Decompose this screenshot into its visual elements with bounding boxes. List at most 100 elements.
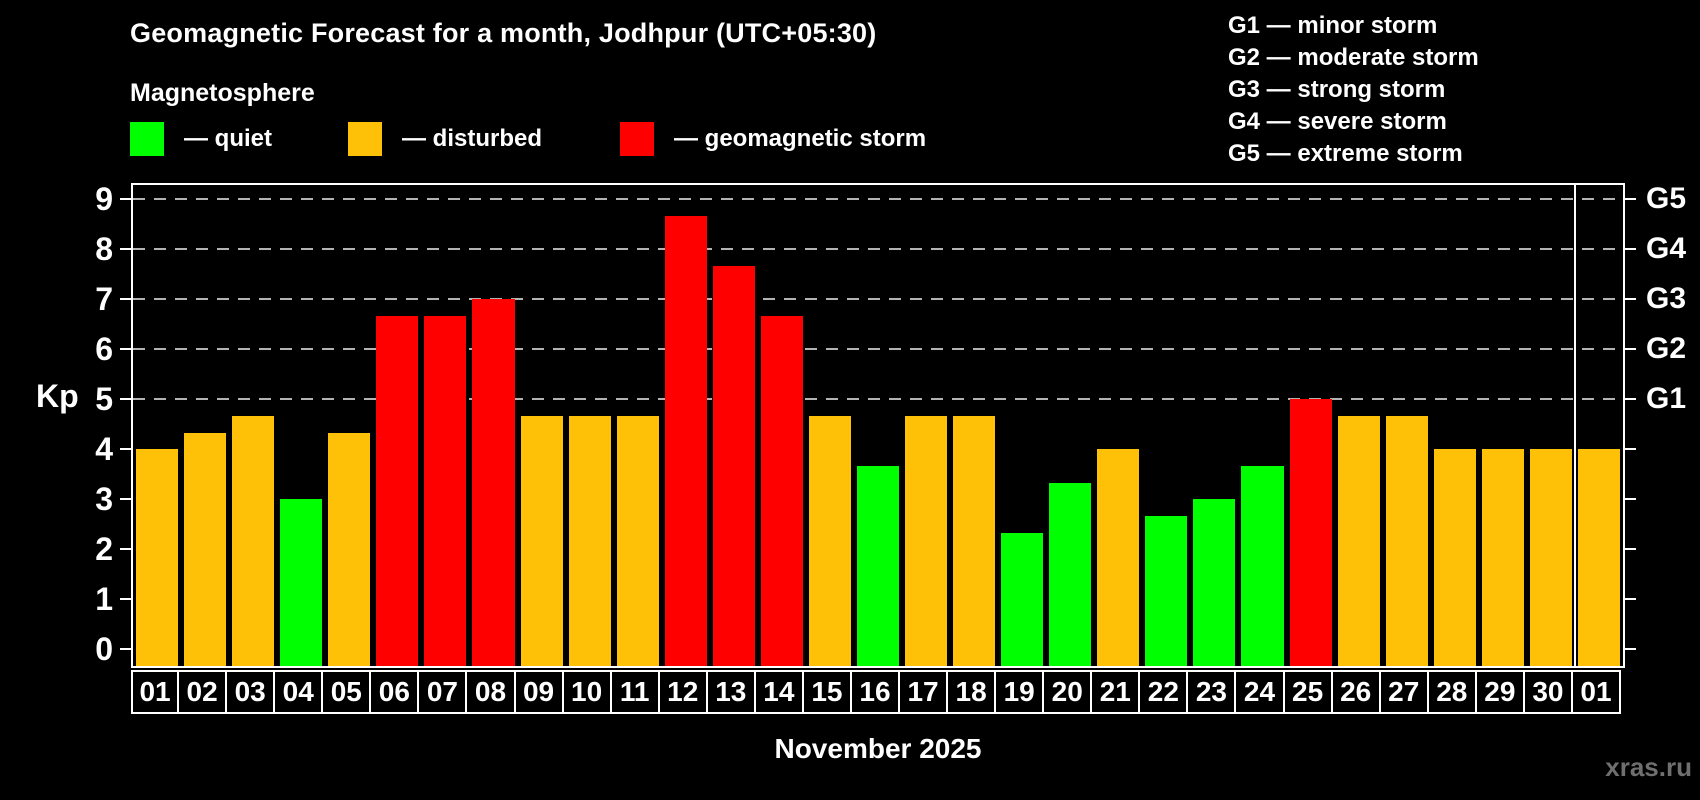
left-tick-kp-5	[120, 398, 131, 400]
day-label-30-idx29: 30	[1522, 670, 1573, 714]
right-tick-kp-6	[1625, 348, 1636, 350]
legend-label-disturbed: — disturbed	[402, 125, 543, 152]
left-tick-kp-3	[120, 498, 131, 500]
kp-bar-day-10-idx9	[568, 415, 611, 666]
y-axis-label-1: 1	[95, 581, 113, 617]
kp-bar-day-11-idx10	[616, 415, 659, 666]
left-tick-kp-2	[120, 548, 131, 550]
kp-bar-day-20-idx19	[1049, 482, 1092, 666]
left-tick-kp-1	[120, 598, 131, 600]
day-label-10-idx9: 10	[561, 670, 612, 714]
kp-bar-day-06-idx5	[376, 315, 419, 666]
day-label-29-idx28: 29	[1474, 670, 1525, 714]
kp-bar-day-29-idx28	[1481, 449, 1524, 666]
g-scale-legend-line-4: G4 — severe storm	[1228, 108, 1447, 135]
y-axis-label-7: 7	[95, 281, 113, 317]
legend-label-storm: — geomagnetic storm	[674, 125, 927, 152]
y-axis-label-5: 5	[95, 381, 113, 417]
kp-bar-day-12-idx11	[664, 215, 707, 666]
day-label-09-idx8: 09	[513, 670, 564, 714]
y-axis-label-0: 0	[95, 631, 113, 667]
day-label-18-idx17: 18	[946, 670, 997, 714]
y-axis-label-3: 3	[95, 481, 113, 517]
g-scale-legend-line-3: G3 — strong storm	[1228, 76, 1446, 103]
kp-bar-day-18-idx17	[953, 415, 996, 666]
g-scale-legend-line-1: G1 — minor storm	[1228, 12, 1438, 39]
kp-bar-day-01-idx0	[136, 449, 179, 666]
kp-bar-day-14-idx13	[760, 315, 803, 666]
chart-subtitle: Magnetosphere	[130, 79, 315, 107]
kp-bar-day-22-idx21	[1145, 515, 1188, 666]
right-axis-label-G3: G3	[1646, 282, 1687, 315]
day-label-25-idx24: 25	[1282, 670, 1333, 714]
day-label-17-idx16: 17	[898, 670, 949, 714]
left-tick-kp-7	[120, 298, 131, 300]
day-label-27-idx26: 27	[1378, 670, 1429, 714]
x-axis-title: November 2025	[774, 733, 982, 764]
kp-bar-day-13-idx12	[712, 265, 755, 666]
day-label-22-idx21: 22	[1138, 670, 1189, 714]
kp-bar-day-24-idx23	[1241, 465, 1284, 666]
day-label-01-idx30: 01	[1570, 670, 1621, 714]
kp-bar-day-09-idx8	[520, 415, 563, 666]
left-tick-kp-0	[120, 648, 131, 650]
legend-item-disturbed: — disturbed	[348, 120, 542, 158]
kp-bar-day-26-idx25	[1337, 415, 1380, 666]
right-axis-label-G5: G5	[1646, 182, 1687, 215]
kp-bar-day-16-idx15	[856, 465, 900, 666]
kp-bar-day-30-idx29	[1529, 449, 1572, 666]
right-tick-kp-2	[1625, 548, 1636, 550]
right-tick-kp-8	[1625, 248, 1636, 250]
legend-item-quiet: — quiet	[130, 120, 272, 158]
kp-bar-day-03-idx2	[232, 415, 275, 666]
kp-bar-day-07-idx6	[424, 315, 467, 666]
day-label-26-idx25: 26	[1330, 670, 1381, 714]
right-tick-kp-3	[1625, 498, 1636, 500]
day-label-08-idx7: 08	[465, 670, 516, 714]
legend-label-quiet: — quiet	[184, 125, 272, 152]
left-tick-kp-6	[120, 348, 131, 350]
y-axis-label-8: 8	[95, 231, 113, 267]
month-separator-line	[1573, 185, 1576, 666]
right-tick-kp-1	[1625, 598, 1636, 600]
g-scale-legend-line-5: G5 — extreme storm	[1228, 140, 1463, 167]
gridline-kp-5	[133, 398, 1623, 400]
gridline-kp-7	[133, 298, 1623, 300]
kp-bar-day-17-idx16	[905, 415, 948, 666]
kp-bar-day-23-idx22	[1193, 499, 1236, 666]
legend-item-storm: — geomagnetic storm	[620, 120, 926, 158]
right-axis-label-G2: G2	[1646, 332, 1687, 365]
kp-bar-day-25-idx24	[1289, 399, 1332, 666]
y-axis-label-2: 2	[95, 531, 113, 567]
day-label-02-idx1: 02	[177, 670, 228, 714]
kp-bar-day-27-idx26	[1385, 415, 1428, 666]
day-label-13-idx12: 13	[705, 670, 756, 714]
day-label-19-idx18: 19	[994, 670, 1045, 714]
disturbed-swatch-icon	[348, 122, 382, 156]
day-label-06-idx5: 06	[369, 670, 420, 714]
right-axis-label-G4: G4	[1646, 232, 1687, 265]
kp-bar-day-04-idx3	[280, 499, 323, 666]
right-axis-label-G1: G1	[1646, 382, 1687, 415]
right-tick-kp-5	[1625, 398, 1636, 400]
kp-bar-day-15-idx14	[808, 415, 851, 666]
day-label-11-idx10: 11	[609, 670, 660, 714]
y-axis-title: Kp	[36, 378, 79, 414]
day-label-20-idx19: 20	[1042, 670, 1093, 714]
y-axis-label-4: 4	[95, 431, 113, 467]
right-tick-kp-4	[1625, 448, 1636, 450]
day-label-15-idx14: 15	[801, 670, 852, 714]
day-label-12-idx11: 12	[657, 670, 708, 714]
g-scale-legend: G1 — minor storm G2 — moderate storm G3 — …	[1228, 10, 1479, 170]
right-tick-kp-7	[1625, 298, 1636, 300]
kp-bar-day-19-idx18	[1001, 532, 1044, 666]
kp-bar-day-21-idx20	[1097, 449, 1140, 666]
right-tick-kp-9	[1625, 198, 1636, 200]
day-label-16-idx15: 16	[849, 670, 901, 714]
gridline-kp-9	[133, 198, 1623, 200]
gridline-kp-6	[133, 348, 1623, 350]
y-axis-label-9: 9	[95, 181, 113, 217]
kp-bar-day-28-idx27	[1433, 449, 1476, 666]
gridline-kp-8	[133, 248, 1623, 250]
kp-bar-day-05-idx4	[328, 432, 371, 666]
